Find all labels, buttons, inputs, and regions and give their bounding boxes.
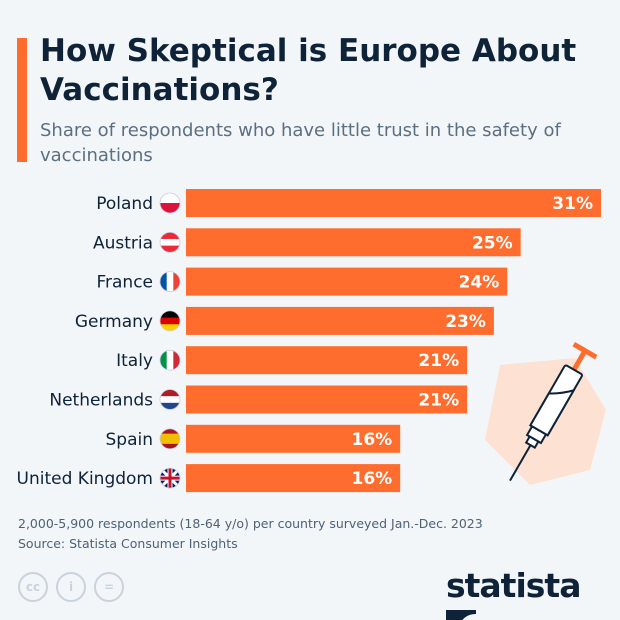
footnote: 2,000-5,900 respondents (18-64 y/o) per …	[18, 514, 483, 554]
syringe-illustration	[485, 342, 606, 485]
value-label: 25%	[472, 233, 513, 253]
flag-icon	[159, 467, 181, 489]
value-label: 31%	[552, 194, 593, 214]
chart-title: How Skeptical is Europe About Vaccinatio…	[40, 33, 577, 108]
category-label: Germany	[75, 312, 153, 332]
flag-icon	[159, 310, 181, 332]
bar	[186, 267, 508, 296]
value-label: 16%	[351, 469, 392, 489]
bar	[186, 424, 401, 453]
category-label: Netherlands	[49, 391, 153, 411]
value-label: 21%	[418, 351, 459, 371]
statista-logo[interactable]: statista	[446, 566, 620, 620]
accent-bar	[17, 38, 27, 162]
category-label: France	[96, 273, 153, 293]
bar	[186, 464, 401, 493]
category-label: United Kingdom	[17, 469, 153, 489]
survey-note: 2,000-5,900 respondents (18-64 y/o) per …	[18, 516, 483, 531]
bar	[186, 306, 494, 335]
flag-icon	[159, 428, 181, 450]
bar	[186, 228, 521, 257]
category-label: Austria	[93, 233, 153, 253]
cc-icon[interactable]: cc	[18, 572, 48, 602]
flag-icon	[159, 349, 181, 371]
value-label: 24%	[459, 273, 500, 293]
category-label: Poland	[96, 194, 153, 214]
bar	[186, 189, 601, 217]
category-label: Spain	[106, 430, 154, 450]
chart-subtitle: Share of respondents who have little tru…	[40, 120, 561, 166]
flag-icon	[159, 389, 181, 410]
flag-icon	[159, 192, 181, 214]
statista-logo-mark	[446, 610, 476, 620]
flag-icon	[159, 271, 181, 293]
source: Source: Statista Consumer Insights	[18, 536, 238, 551]
by-icon[interactable]: i	[56, 572, 86, 602]
value-label: 23%	[445, 312, 486, 332]
nd-icon[interactable]: =	[94, 572, 124, 602]
value-label: 16%	[351, 430, 392, 450]
bar-chart: 31% Poland 25% Austria 24% France 23% Germany 21…	[17, 189, 606, 493]
flag-icon	[159, 231, 181, 253]
bar	[186, 385, 468, 414]
category-label: Italy	[116, 351, 153, 371]
bar	[186, 346, 468, 375]
value-label: 21%	[418, 391, 459, 411]
